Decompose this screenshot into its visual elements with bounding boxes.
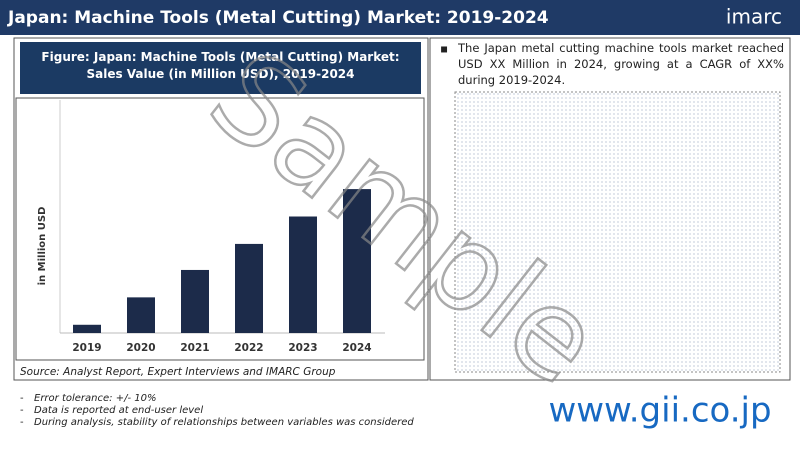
- placeholder-box: [454, 91, 781, 373]
- x-tick-label: 2022: [234, 342, 263, 354]
- bar: [181, 269, 209, 333]
- summary: The Japan metal cutting machine tools ma…: [458, 41, 784, 87]
- figure-title-wrap: Figure: Japan: Machine Tools (Metal Cutt…: [41, 50, 400, 81]
- website: www.gii.co.jp: [548, 391, 771, 431]
- x-tick-label: 2023: [288, 342, 317, 354]
- header-bar: [0, 0, 800, 35]
- x-tick-label: 2019: [72, 342, 101, 354]
- note-dash: -: [20, 393, 24, 404]
- note: During analysis, stability of relationsh…: [34, 417, 414, 428]
- note: Error tolerance: +/- 10%: [34, 393, 156, 404]
- bar: [289, 216, 317, 333]
- bar: [235, 243, 263, 333]
- y-axis-label: in Million USD: [37, 207, 48, 286]
- figure-title-box: [20, 42, 421, 94]
- bar: [343, 189, 371, 333]
- note-dash: -: [20, 405, 24, 416]
- note-dash: -: [20, 417, 24, 428]
- summary-wrap: The Japan metal cutting machine tools ma…: [458, 41, 784, 87]
- source: Source: Analyst Report, Expert Interview…: [20, 366, 336, 378]
- left-panel: [13, 37, 429, 381]
- note: Data is reported at end-user level: [34, 405, 203, 416]
- figure-title: Figure: Japan: Machine Tools (Metal Cutt…: [41, 50, 400, 81]
- right-panel: [429, 37, 791, 381]
- chart-frame: [15, 97, 425, 361]
- x-tick-label: 2024: [342, 342, 371, 354]
- logo: imarc: [726, 5, 782, 29]
- header-title: Japan: Machine Tools (Metal Cutting) Mar…: [7, 8, 549, 28]
- notes: - Error tolerance: +/- 10%- Data is report…: [20, 393, 414, 428]
- bar: [73, 324, 101, 333]
- x-tick-label: 2021: [180, 342, 209, 354]
- bar: [127, 297, 155, 333]
- x-tick-label: 2020: [126, 342, 155, 354]
- bullet: ▪: [440, 42, 448, 56]
